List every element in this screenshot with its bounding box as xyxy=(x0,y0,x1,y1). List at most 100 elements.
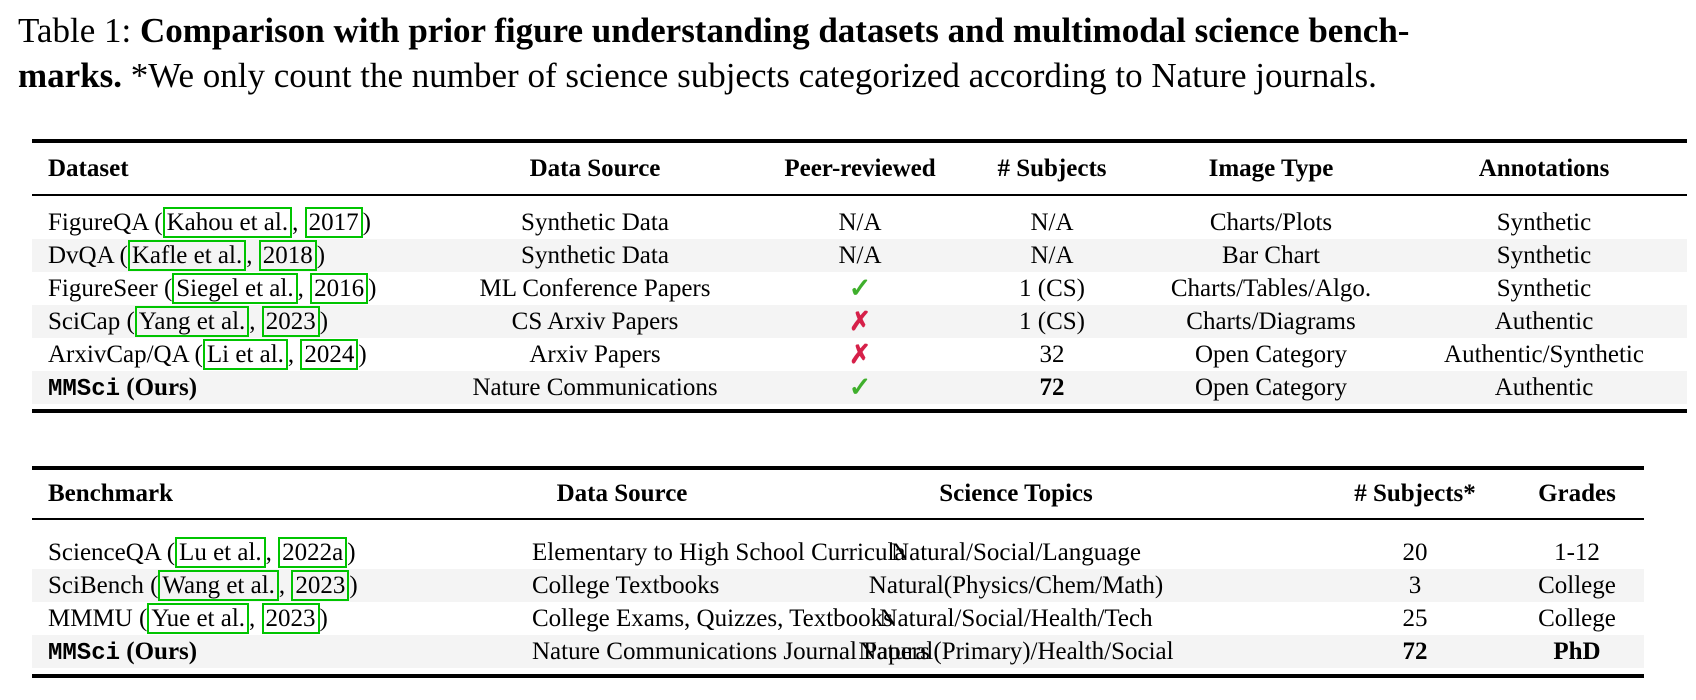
citation-link[interactable]: Lu et al. xyxy=(175,537,266,568)
cell-grades: 1-12 xyxy=(1510,536,1644,569)
datasets-comparison-table: Dataset Data Source Peer-reviewed # Subj… xyxy=(32,139,1687,413)
cell-grades: College xyxy=(1510,569,1644,602)
text-segment: 72 xyxy=(1039,374,1065,401)
text-segment: Authentic/Synthetic xyxy=(1444,341,1644,368)
cell-subjects: N/A xyxy=(963,206,1141,239)
citation-link[interactable]: 2023 xyxy=(261,306,320,337)
citation-link[interactable]: 2018 xyxy=(258,240,317,271)
text-segment: 72 xyxy=(1402,638,1428,665)
table-row: FigureQA (Kahou et al., 2017) Synthetic D… xyxy=(32,206,1687,239)
citation-link[interactable]: Yue et al. xyxy=(147,603,250,634)
text-segment: 1 (CS) xyxy=(1019,308,1085,335)
table-body: ScienceQA (Lu et al., 2022a) Elementary t… xyxy=(32,536,1644,668)
citation-link[interactable]: 2022a xyxy=(278,537,348,568)
text-segment: Charts/Diagrams xyxy=(1186,308,1356,335)
text-segment: , xyxy=(297,275,311,302)
table-row: MMMU (Yue et al., 2023) College Exams, Qu… xyxy=(32,602,1644,635)
citation-link[interactable]: Siegel et al. xyxy=(172,273,298,304)
table-row: MMSci (Ours) Nature Communications Journa… xyxy=(32,635,1644,668)
text-segment: FigureSeer ( xyxy=(48,275,173,302)
text-segment: CS Arxiv Papers xyxy=(511,308,679,335)
citation-link[interactable]: 2016 xyxy=(310,273,369,304)
cell-dataset: MMSci (Ours) xyxy=(32,371,433,404)
text-segment: N/A xyxy=(838,242,882,269)
column-header-data-source: Data Source xyxy=(529,154,661,182)
cell-peer-reviewed: N/A xyxy=(757,239,963,272)
text-segment: MMSci xyxy=(48,376,121,403)
cell-image-type: Bar Chart xyxy=(1141,239,1401,272)
text-segment: Synthetic Data xyxy=(521,209,669,236)
column-header-annotations: Annotations xyxy=(1478,154,1610,182)
citation-link[interactable]: Wang et al. xyxy=(158,570,279,601)
cell-annotations: Synthetic xyxy=(1401,239,1687,272)
table-row: DvQA (Kafle et al., 2018) Synthetic Data N… xyxy=(32,239,1687,272)
mid-rule xyxy=(32,518,1644,520)
text-segment: ) xyxy=(349,572,358,599)
text-segment: , xyxy=(249,308,262,335)
citation-link[interactable]: Yang et al. xyxy=(134,306,250,337)
text-segment: (Ours) xyxy=(120,374,198,401)
citation-link[interactable]: Kafle et al. xyxy=(127,240,247,271)
text-segment: ScienceQA ( xyxy=(48,539,176,566)
text-segment: 1 (CS) xyxy=(1019,275,1085,302)
cell-peer-reviewed: ✓ xyxy=(757,371,963,404)
table-row: FigureSeer (Siegel et al., 2016) ML Confe… xyxy=(32,272,1687,305)
text-segment: Synthetic xyxy=(1496,275,1592,302)
cell-data-source: Nature Communications xyxy=(433,371,757,404)
cell-data-source: Arxiv Papers xyxy=(433,338,757,371)
citation-link[interactable]: Kahou et al. xyxy=(162,207,293,238)
cell-peer-reviewed: N/A xyxy=(757,206,963,239)
cell-dataset: DvQA (Kafle et al., 2018) xyxy=(32,239,433,272)
check-icon: ✓ xyxy=(848,273,872,303)
cell-image-type: Charts/Tables/Algo. xyxy=(1141,272,1401,305)
cell-annotations: Authentic xyxy=(1401,305,1687,338)
text-segment: ) xyxy=(316,242,326,269)
text-segment: ) xyxy=(368,275,377,302)
cell-grades: College xyxy=(1510,602,1644,635)
citation-link[interactable]: Li et al. xyxy=(202,339,288,370)
text-segment: 25 xyxy=(1402,605,1428,632)
top-rule xyxy=(32,139,1687,143)
citation-link[interactable]: 2024 xyxy=(300,339,359,370)
text-segment: , xyxy=(287,341,301,368)
table-row: SciCap (Yang et al., 2023) CS Arxiv Paper… xyxy=(32,305,1687,338)
cell-benchmark: MMSci (Ours) xyxy=(32,635,532,668)
text-segment: Synthetic Data xyxy=(521,242,669,269)
cell-subjects: 1 (CS) xyxy=(963,272,1141,305)
column-header-peer-reviewed: Peer-reviewed xyxy=(784,154,936,182)
text-segment: N/A xyxy=(1030,242,1074,269)
text-segment: Bar Chart xyxy=(1222,242,1320,269)
text-segment: Natural(Primary)/Health/Social xyxy=(858,638,1174,665)
citation-link[interactable]: 2023 xyxy=(261,603,320,634)
cell-image-type: Charts/Plots xyxy=(1141,206,1401,239)
table-row: MMSci (Ours) Nature Communications ✓ 72 Open… xyxy=(32,371,1687,404)
text-segment: College xyxy=(1538,572,1616,599)
text-segment: DvQA ( xyxy=(48,242,128,269)
column-header-subjects: # Subjects* xyxy=(1354,480,1476,507)
table-body: FigureQA (Kahou et al., 2017) Synthetic D… xyxy=(32,206,1687,404)
cell-subjects: 3 xyxy=(1320,569,1510,602)
column-header-data-source: Data Source xyxy=(556,480,688,507)
text-segment: 32 xyxy=(1039,341,1065,368)
text-segment: Open Category xyxy=(1194,374,1348,401)
text-segment: 3 xyxy=(1408,572,1422,599)
cell-data-source: College Exams, Quizzes, Textbooks xyxy=(532,602,893,635)
mid-rule xyxy=(32,194,1687,196)
header-row: Dataset Data Source Peer-reviewed # Subj… xyxy=(32,143,1687,194)
cell-data-source: College Textbooks xyxy=(532,569,719,602)
caption-line-1: Table 1: Comparison with prior figure un… xyxy=(18,8,1638,53)
text-segment: ) xyxy=(347,539,356,566)
cell-science-topics: Natural/Social/Language xyxy=(712,536,1320,569)
header-row: Benchmark Data Source Science Topics # S… xyxy=(32,470,1644,518)
cell-dataset: FigureSeer (Siegel et al., 2016) xyxy=(32,272,433,305)
cell-data-source: Synthetic Data xyxy=(433,239,757,272)
check-icon: ✓ xyxy=(848,372,872,402)
text-segment: MMMU ( xyxy=(48,605,148,632)
column-header-dataset: Dataset xyxy=(48,154,129,182)
cell-science-topics: Natural/Social/Health/Tech xyxy=(712,602,1320,635)
citation-link[interactable]: 2017 xyxy=(304,207,363,238)
text-segment: Natural(Physics/Chem/Math) xyxy=(868,572,1164,599)
text-segment: SciBench ( xyxy=(48,572,159,599)
text-segment: Open Category xyxy=(1194,341,1348,368)
citation-link[interactable]: 2023 xyxy=(291,570,350,601)
